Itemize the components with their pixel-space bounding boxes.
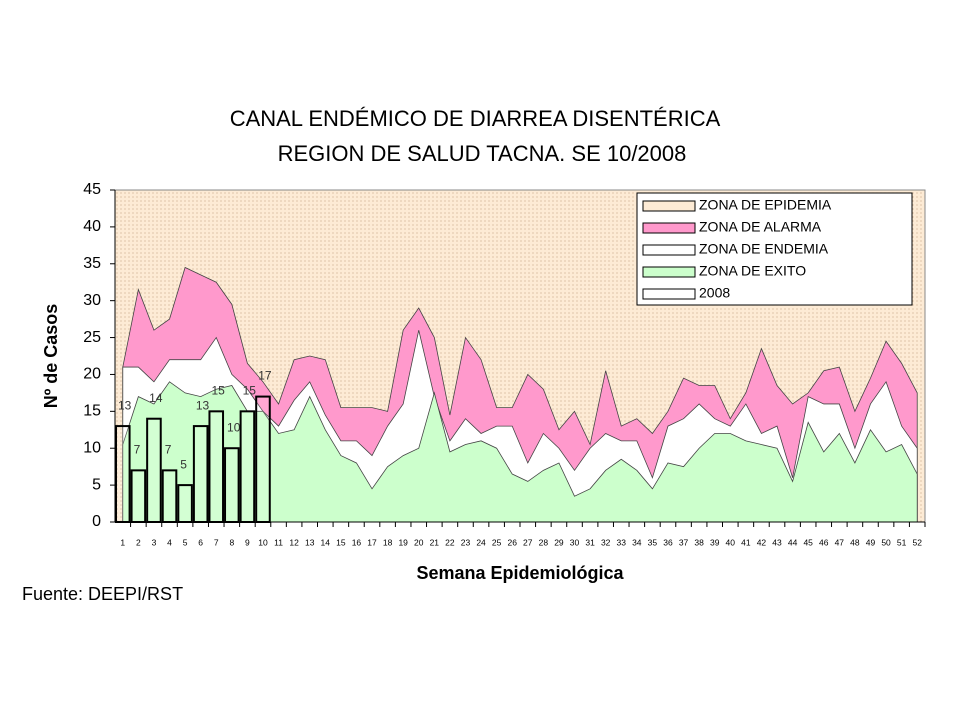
bar — [255, 395, 271, 524]
x-tick-label: 22 — [445, 537, 455, 547]
x-tick-label: 19 — [398, 537, 408, 547]
legend-swatch — [642, 288, 696, 300]
data-label: 17 — [258, 369, 272, 383]
x-tick-label: 18 — [383, 537, 393, 547]
x-tick-label: 38 — [694, 537, 704, 547]
x-tick-label: 32 — [601, 537, 611, 547]
data-label: 7 — [134, 443, 141, 457]
data-label: 13 — [196, 398, 210, 412]
x-tick-label: 43 — [772, 537, 782, 547]
x-tick-label: 30 — [570, 537, 580, 547]
x-tick-label: 37 — [679, 537, 689, 547]
x-tick-label: 11 — [274, 537, 283, 547]
x-tick-label: 39 — [710, 537, 720, 547]
y-tick-label: 0 — [92, 513, 101, 530]
x-tick-label: 35 — [648, 537, 658, 547]
x-tick-label: 13 — [305, 537, 315, 547]
data-label: 5 — [180, 457, 187, 471]
x-tick-label: 41 — [741, 537, 751, 547]
data-label: 15 — [243, 384, 257, 398]
bar — [177, 484, 193, 524]
x-tick-label: 14 — [321, 537, 331, 547]
bar — [130, 469, 147, 524]
x-tick-label: 5 — [183, 537, 188, 547]
x-tick-label: 20 — [414, 537, 424, 547]
x-tick-label: 45 — [803, 537, 813, 547]
legend-swatch — [642, 244, 696, 256]
y-tick-label: 40 — [83, 218, 101, 235]
x-tick-label: 15 — [336, 537, 346, 547]
x-tick-label: 50 — [881, 537, 891, 547]
data-label: 10 — [227, 420, 241, 434]
x-tick-label: 1 — [120, 537, 125, 547]
bar — [115, 425, 131, 524]
legend-label: ZONA DE EPIDEMIA — [699, 197, 832, 213]
x-tick-label: 52 — [912, 537, 922, 547]
x-tick-label: 16 — [352, 537, 362, 547]
x-tick-label: 17 — [367, 537, 377, 547]
data-label: 7 — [165, 443, 172, 457]
legend-label: ZONA DE EXITO — [699, 263, 806, 279]
legend-swatch — [642, 222, 696, 234]
source-note: Fuente: DEEPI/RST — [22, 584, 183, 604]
x-tick-label: 27 — [523, 537, 533, 547]
x-tick-label: 40 — [726, 537, 736, 547]
data-label: 13 — [118, 398, 132, 412]
x-tick-label: 44 — [788, 537, 798, 547]
legend-label: 2008 — [699, 285, 730, 301]
chart-title: CANAL ENDÉMICO DE DIARREA DISENTÉRICA — [230, 106, 721, 131]
bar — [239, 410, 256, 524]
x-tick-label: 21 — [430, 537, 440, 547]
y-tick-label: 20 — [83, 366, 101, 383]
x-tick-label: 34 — [632, 537, 642, 547]
x-tick-label: 48 — [850, 537, 860, 547]
y-tick-label: 45 — [83, 181, 101, 198]
x-tick-label: 42 — [757, 537, 767, 547]
x-tick-label: 29 — [554, 537, 564, 547]
x-tick-label: 12 — [289, 537, 299, 547]
x-tick-label: 26 — [507, 537, 517, 547]
data-label: 14 — [149, 391, 163, 405]
x-tick-label: 7 — [214, 537, 219, 547]
bar — [192, 425, 209, 524]
bar — [161, 469, 178, 524]
x-tick-label: 47 — [835, 537, 845, 547]
bar — [208, 410, 225, 524]
y-tick-label: 35 — [83, 255, 101, 272]
x-tick-label: 23 — [461, 537, 471, 547]
y-tick-label: 30 — [83, 292, 101, 309]
x-tick-label: 25 — [492, 537, 502, 547]
y-tick-label: 15 — [83, 403, 101, 420]
x-tick-label: 10 — [258, 537, 268, 547]
x-tick-label: 2 — [136, 537, 141, 547]
chart-subtitle: REGION DE SALUD TACNA. SE 10/2008 — [278, 141, 687, 166]
bar — [224, 447, 240, 524]
legend-label: ZONA DE ALARMA — [699, 219, 822, 235]
x-axis-title: Semana Epidemiológica — [416, 563, 624, 583]
legend-swatch — [642, 200, 696, 212]
x-tick-label: 46 — [819, 537, 829, 547]
x-tick-label: 3 — [152, 537, 157, 547]
x-tick-label: 51 — [897, 537, 907, 547]
data-label: 15 — [211, 384, 225, 398]
y-tick-label: 25 — [83, 329, 101, 346]
x-tick-label: 8 — [229, 537, 234, 547]
x-tick-label: 31 — [585, 537, 595, 547]
y-tick-label: 10 — [83, 439, 101, 456]
x-tick-label: 4 — [167, 537, 172, 547]
legend-label: ZONA DE ENDEMIA — [699, 241, 829, 257]
x-tick-label: 36 — [663, 537, 673, 547]
x-tick-label: 9 — [245, 537, 250, 547]
x-tick-label: 6 — [198, 537, 203, 547]
x-tick-label: 28 — [539, 537, 549, 547]
x-tick-label: 49 — [866, 537, 876, 547]
y-axis-title: Nº de Casos — [41, 304, 61, 409]
legend-swatch — [642, 266, 696, 278]
bar — [146, 417, 162, 524]
x-tick-label: 33 — [617, 537, 627, 547]
x-tick-label: 24 — [476, 537, 486, 547]
y-tick-label: 5 — [92, 476, 101, 493]
